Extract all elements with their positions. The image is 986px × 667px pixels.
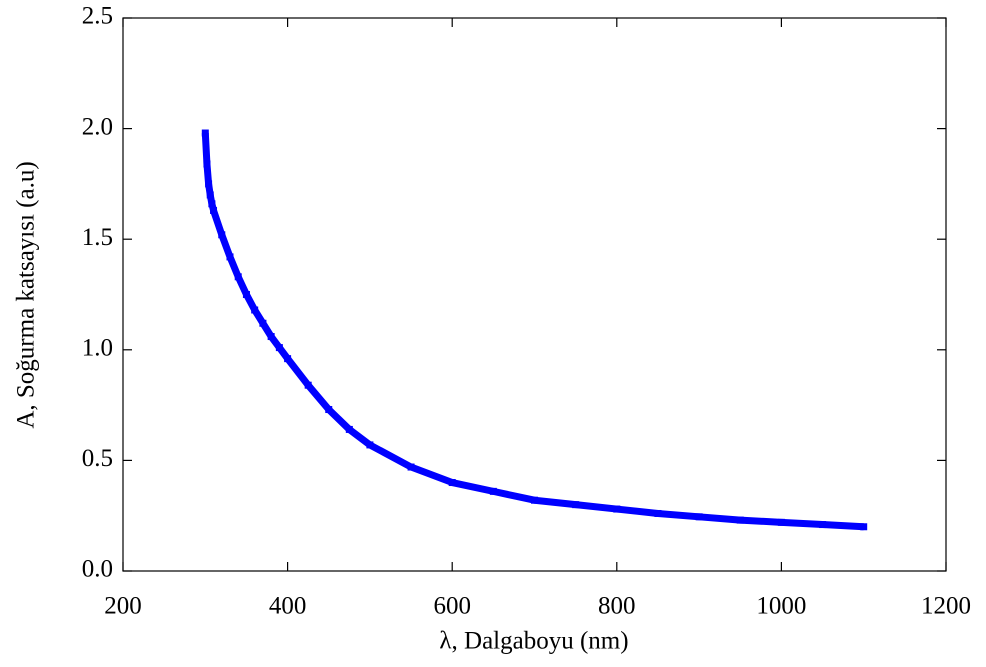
data-point: [819, 521, 827, 529]
y-tick-label: 0.5: [82, 445, 113, 472]
data-point: [275, 344, 283, 352]
data-point: [304, 381, 312, 389]
data-point: [210, 206, 218, 214]
data-point: [654, 509, 662, 517]
data-point: [366, 441, 374, 449]
data-point: [242, 291, 250, 298]
data-point: [203, 160, 211, 168]
y-tick-label: 2.0: [82, 113, 113, 140]
data-point: [860, 523, 868, 531]
data-point: [736, 516, 744, 524]
data-point: [251, 306, 259, 314]
x-tick-label: 400: [269, 593, 307, 620]
data-line: [201, 132, 864, 531]
x-tick-label: 200: [104, 593, 142, 620]
data-point: [284, 355, 292, 363]
x-tick-label: 800: [598, 593, 636, 620]
data-point: [489, 487, 497, 495]
x-tick-label: 1000: [756, 593, 806, 620]
x-tick-label: 1200: [921, 593, 971, 620]
plot-frame: [122, 17, 947, 572]
data-point: [613, 505, 621, 513]
y-tick-label: 0.0: [82, 556, 113, 583]
y-tick-label: 1.0: [82, 335, 113, 362]
data-point: [345, 425, 353, 433]
data-point: [208, 200, 216, 208]
data-point: [407, 463, 415, 471]
data-point: [259, 319, 267, 327]
data-point: [201, 129, 209, 137]
data-point: [218, 231, 226, 239]
data-point: [531, 496, 538, 504]
y-tick-label: 1.5: [82, 224, 113, 251]
data-point: [325, 406, 333, 414]
data-point: [448, 479, 456, 487]
data-point: [267, 333, 275, 341]
x-axis-label: λ, Dalgaboyu (nm): [439, 628, 628, 655]
data-point: [206, 191, 214, 199]
data-point: [572, 501, 580, 509]
data-point: [695, 513, 703, 521]
x-tick-label: 600: [433, 593, 471, 620]
y-tick-label: 2.5: [82, 3, 113, 30]
y-axis-label: A, Soğurma katsayısı (a.u): [13, 161, 40, 428]
data-point: [234, 273, 242, 281]
data-point: [205, 180, 213, 188]
data-point: [777, 518, 785, 526]
data-point: [226, 253, 234, 261]
